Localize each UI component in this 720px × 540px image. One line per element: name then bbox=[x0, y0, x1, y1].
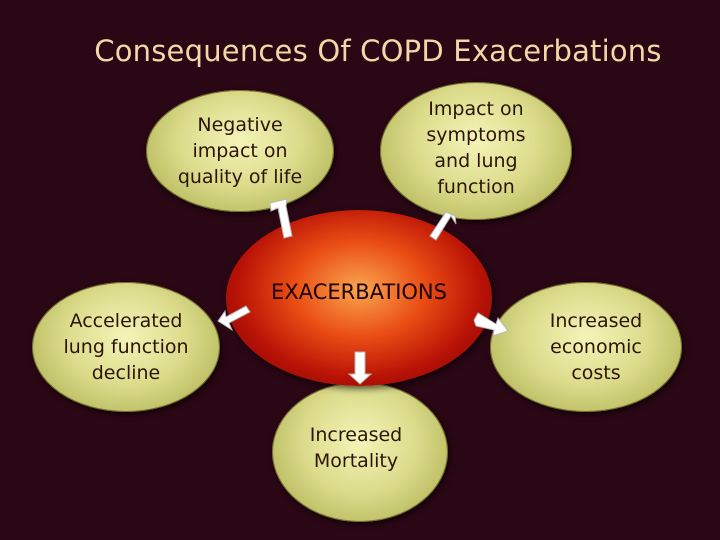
node-line: impact on bbox=[192, 140, 288, 162]
node-line: Mortality bbox=[313, 450, 399, 472]
arrow-mortality bbox=[347, 351, 373, 385]
node-line: lung function bbox=[63, 336, 189, 358]
node-symptoms bbox=[380, 82, 572, 220]
node-line: Negative bbox=[197, 114, 283, 136]
node-line: costs bbox=[571, 362, 621, 384]
node-line: Increased bbox=[549, 310, 643, 332]
arrow-quality-of-life bbox=[269, 198, 293, 239]
node-line: economic bbox=[550, 336, 642, 358]
arrow-economic bbox=[473, 312, 509, 337]
arrow-lung-decline bbox=[217, 305, 251, 332]
node-quality-of-life bbox=[146, 90, 334, 212]
node-line: Increased bbox=[309, 424, 403, 446]
node-mortality-label: Increased Mortality bbox=[268, 422, 444, 474]
node-line: and lung bbox=[434, 150, 518, 172]
node-line: decline bbox=[91, 362, 161, 384]
node-quality-of-life-label: Negative impact on quality of life bbox=[146, 112, 334, 190]
node-symptoms-label: Impact on symptoms and lung function bbox=[380, 96, 572, 200]
node-line: Accelerated bbox=[69, 310, 183, 332]
node-mortality bbox=[272, 382, 448, 522]
node-economic bbox=[490, 282, 682, 412]
node-line: Impact on bbox=[428, 98, 524, 120]
slide-title: Consequences Of COPD Exacerbations bbox=[94, 34, 662, 68]
node-lung-decline-label: Accelerated lung function decline bbox=[32, 308, 220, 386]
arrow-symptoms bbox=[429, 211, 457, 241]
node-line: function bbox=[437, 176, 515, 198]
node-economic-label: Increased economic costs bbox=[500, 308, 692, 386]
center-label: EXACERBATIONS bbox=[271, 280, 447, 304]
node-line: quality of life bbox=[177, 166, 303, 188]
node-line: symptoms bbox=[426, 124, 526, 146]
node-lung-decline bbox=[32, 282, 220, 412]
